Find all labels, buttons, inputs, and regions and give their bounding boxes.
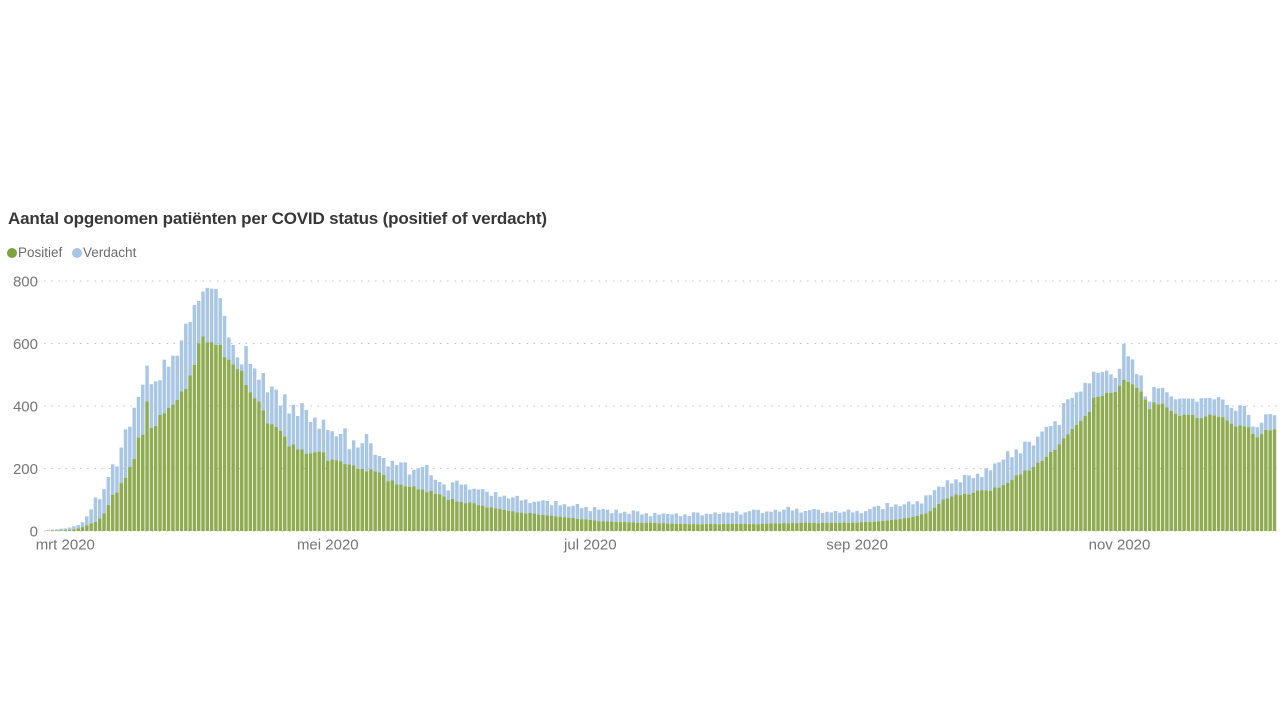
- svg-text:mrt 2020: mrt 2020: [36, 537, 95, 554]
- svg-text:600: 600: [13, 336, 38, 353]
- svg-text:nov 2020: nov 2020: [1089, 537, 1151, 554]
- svg-text:0: 0: [30, 523, 38, 540]
- svg-text:mei 2020: mei 2020: [297, 537, 359, 554]
- svg-text:sep 2020: sep 2020: [826, 537, 888, 554]
- svg-text:jul 2020: jul 2020: [563, 537, 617, 554]
- svg-text:400: 400: [13, 398, 38, 415]
- svg-text:200: 200: [13, 461, 38, 478]
- svg-text:800: 800: [13, 274, 38, 291]
